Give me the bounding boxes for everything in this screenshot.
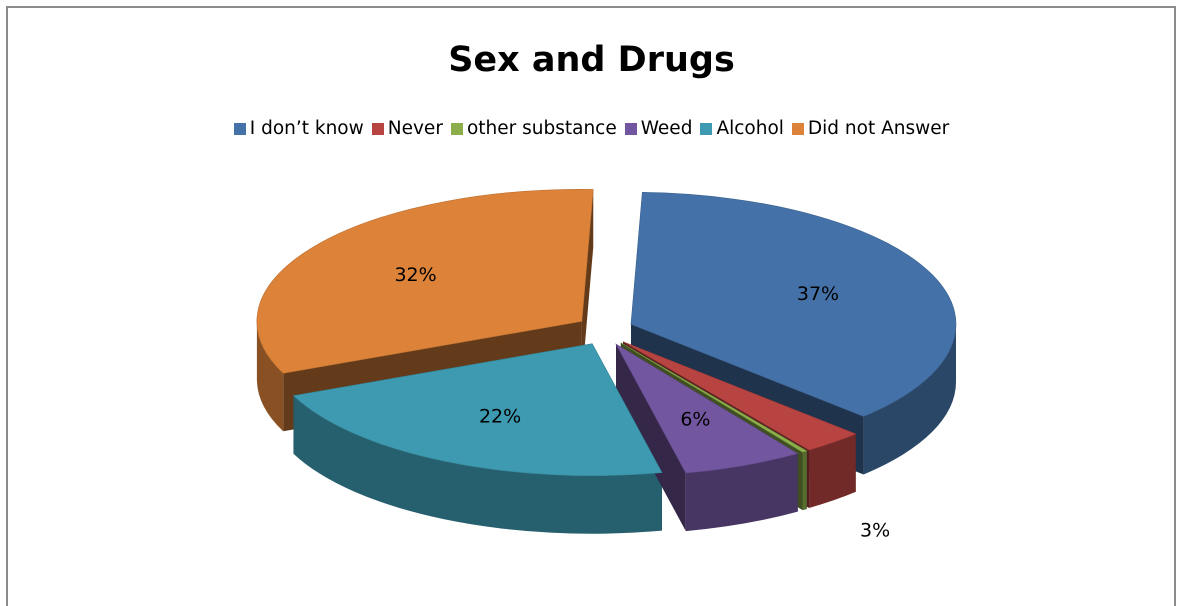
slice-wall-weed <box>685 453 798 532</box>
legend-entry-did-not-answer: Did not Answer <box>791 118 950 139</box>
slice-wall-never <box>809 433 856 509</box>
data-label-never: 3% <box>860 520 890 542</box>
legend-swatch-i-dont-know <box>233 122 246 135</box>
legend-entry-other-substance: other substance <box>450 118 617 139</box>
legend-swatch-weed <box>624 122 637 135</box>
data-label-alcohol: 22% <box>479 406 521 428</box>
slice-wall-other-substance <box>802 450 807 511</box>
slice-did-not-answer <box>256 189 594 374</box>
legend-entry-i-dont-know: I don’t know <box>233 118 364 139</box>
slice-other-substance <box>620 342 808 453</box>
legend-label-alcohol: Alcohol <box>716 118 784 139</box>
legend-label-other-substance: other substance <box>466 118 617 139</box>
legend-entry-never: Never <box>371 118 443 139</box>
data-label-i-don-t-know: 37% <box>797 283 839 305</box>
legend-swatch-alcohol <box>700 122 713 135</box>
legend-swatch-other-substance <box>450 122 463 135</box>
legend-label-weed: Weed <box>640 118 693 139</box>
chart-frame <box>6 6 1176 606</box>
data-label-did-not-answer: 32% <box>394 264 436 286</box>
slice-side-1-weed <box>616 344 686 532</box>
legend-swatch-never <box>371 122 384 135</box>
slice-wall-i-don-t-know <box>863 324 956 475</box>
chart-legend: I don’t know Never other substance Weed … <box>0 118 1183 139</box>
legend-entry-alcohol: Alcohol <box>700 118 784 139</box>
slice-wall-did-not-answer <box>256 321 284 432</box>
pie-data-labels: 37%3%0%6%22%32% <box>394 264 890 542</box>
slice-never <box>622 341 857 451</box>
legend-label-i-dont-know: I don’t know <box>249 118 364 139</box>
data-label-weed: 6% <box>680 408 710 430</box>
slice-weed <box>615 343 799 474</box>
slice-alcohol <box>292 343 663 476</box>
slice-side-1-did-not-answer <box>581 189 594 380</box>
pie-chart: 37%3%0%6%22%32% <box>256 189 957 542</box>
slice-wall-alcohol <box>293 395 662 534</box>
chart-title: Sex and Drugs <box>448 40 735 80</box>
legend-swatch-did-not-answer <box>791 122 804 135</box>
pie-slices <box>256 189 957 476</box>
legend-label-did-not-answer: Did not Answer <box>807 118 950 139</box>
slice-i-don-t-know <box>630 192 957 417</box>
legend-entry-weed: Weed <box>624 118 693 139</box>
legend-label-never: Never <box>387 118 443 139</box>
